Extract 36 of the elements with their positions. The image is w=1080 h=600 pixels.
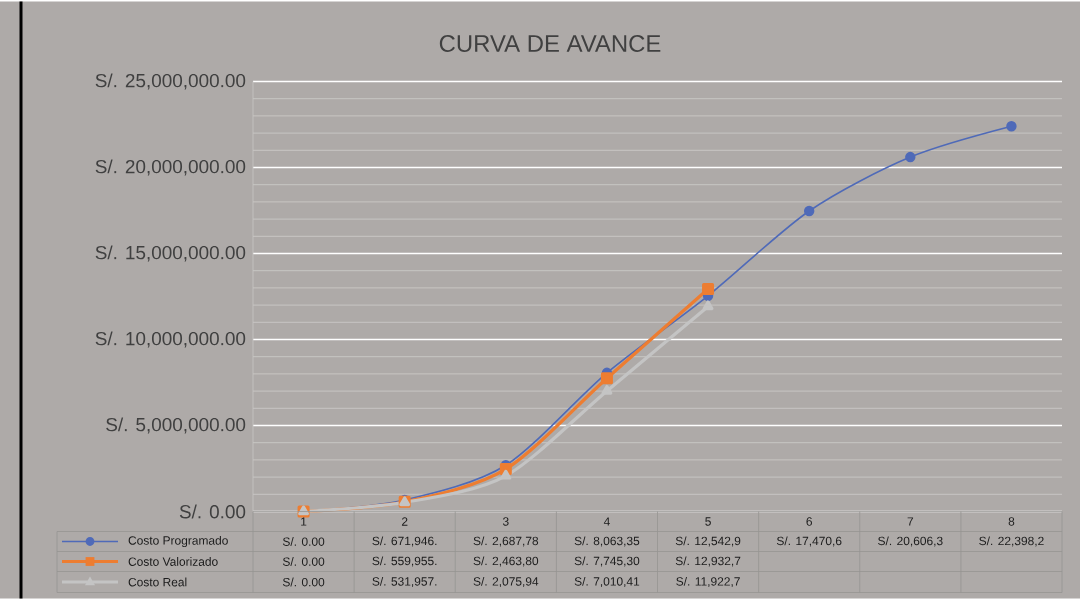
data-label: S/. 17,470,6 (776, 536, 842, 547)
data-label: S/. 2,075,94 (473, 576, 539, 588)
data-label: S/. 559,955. (372, 556, 437, 567)
data-label: S/. 20,606,3 (878, 536, 943, 547)
data-label: S/. 671,946. (372, 536, 437, 547)
x-tick-label: 5 (705, 517, 711, 526)
y-tick-label: S/. 10,000,000.00 (95, 331, 246, 348)
data-label: S/. 12,542,9 (675, 536, 741, 547)
legend-label: Costo Real (128, 577, 187, 587)
data-label: S/. 7,010,41 (574, 576, 640, 588)
x-tick-label: 6 (806, 517, 812, 526)
y-tick-label: S/. 20,000,000.00 (95, 159, 246, 176)
data-label: S/. 0.00 (282, 577, 325, 587)
x-tick-label: 4 (603, 517, 610, 526)
x-tick-label: 7 (907, 517, 914, 526)
data-label: S/. 11,922,7 (676, 576, 740, 588)
x-tick-label: 1 (301, 517, 307, 526)
x-tick-label: 2 (401, 517, 408, 526)
y-tick-label: S/. 5,000,000.00 (106, 417, 246, 434)
data-label: S/. 531,957. (372, 576, 437, 588)
x-tick-label: 3 (502, 517, 509, 526)
y-tick-label: S/. 25,000,000.00 (95, 73, 246, 90)
legend-label: Costo Valorizado (128, 557, 218, 566)
y-tick-label: S/. 15,000,000.00 (95, 245, 246, 262)
data-label: S/. 8,063,35 (574, 536, 640, 547)
data-label: S/. 0.00 (282, 537, 325, 546)
chart-title: CURVA DE AVANCE (439, 35, 661, 52)
data-label: S/. 22,398,2 (979, 536, 1044, 547)
x-tick-label: 8 (1008, 517, 1015, 526)
data-label: S/. 2,687,78 (473, 536, 539, 547)
data-label: S/. 2,463,80 (473, 556, 539, 567)
data-label: S/. 0.00 (282, 557, 325, 566)
y-tick-label: S/. 0.00 (179, 504, 246, 519)
legend-label: Costo Programado (128, 535, 228, 548)
data-label: S/. 12,932,7 (675, 556, 741, 567)
data-label: S/. 7,745,30 (574, 556, 640, 567)
